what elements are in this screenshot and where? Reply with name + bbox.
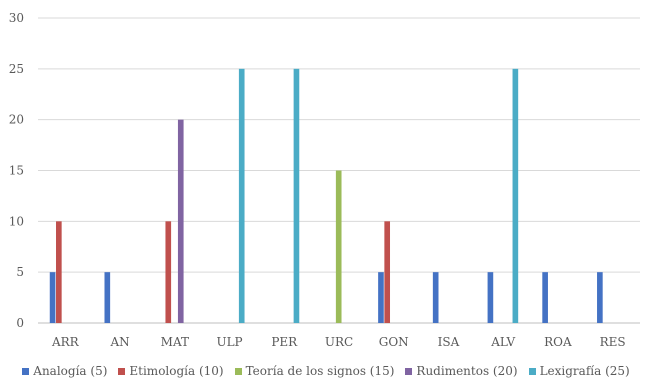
bar [512,68,519,323]
x-tick-label: RES [600,335,626,349]
legend-swatch [22,367,30,375]
bar [293,68,300,323]
bar [335,170,342,323]
legend-swatch [234,367,242,375]
x-tick-label: PER [271,335,298,349]
x-tick-label: GON [379,335,409,349]
legend-swatch [118,367,126,375]
x-tick-label: ULP [216,335,242,349]
y-tick-label: 10 [9,214,24,228]
x-tick-label: ALV [490,335,515,349]
bar [238,68,245,323]
legend-label: Analogía (5) [33,364,108,378]
y-tick-label: 5 [16,265,24,279]
bar [165,221,172,323]
bar [104,272,111,323]
legend-label: Teoría de los signos (15) [245,364,395,378]
x-tick-label: ISA [438,335,460,349]
legend-label: Lexigrafía (25) [539,364,630,378]
x-tick-label: AN [110,335,130,349]
bar [378,272,384,323]
bar [542,272,548,323]
legend-item: Teoría de los signos (15) [234,363,395,379]
x-tick-label: ROA [544,335,572,349]
bar [432,272,439,323]
x-tick-label: ARR [51,335,80,349]
legend-swatch [405,367,413,375]
legend-label: Rudimentos (20) [416,364,518,378]
bar [597,272,603,323]
legend-item: Etimología (10) [118,363,224,379]
x-tick-label: URC [325,335,353,349]
y-tick-label: 25 [9,62,24,76]
y-tick-label: 30 [9,11,24,25]
bar [384,221,391,323]
y-tick-label: 0 [16,316,24,330]
x-axis-ticks: ARR AN MAT ULP PER URC GON ISA ALV ROA RES [51,335,626,349]
bar [56,221,62,323]
bar [487,272,494,323]
bar [177,119,184,323]
bar [49,272,56,323]
x-tick-label: MAT [161,335,189,349]
legend: Analogía (5) Etimología (10) Teoría de los… [0,363,652,379]
legend-label: Etimología (10) [129,364,224,378]
legend-item: Rudimentos (20) [405,363,518,379]
y-tick-label: 15 [9,164,24,178]
y-tick-label: 20 [9,113,24,127]
bar-chart: 0 5 10 15 20 25 30 ARR AN MAT ULP PER URC GON ISA ALV R… [9,11,640,349]
legend-swatch [528,367,536,375]
legend-item: Lexigrafía (25) [528,363,630,379]
legend-item: Analogía (5) [22,363,107,379]
bars [49,68,603,323]
y-axis-ticks: 0 5 10 15 20 25 30 [9,11,24,330]
